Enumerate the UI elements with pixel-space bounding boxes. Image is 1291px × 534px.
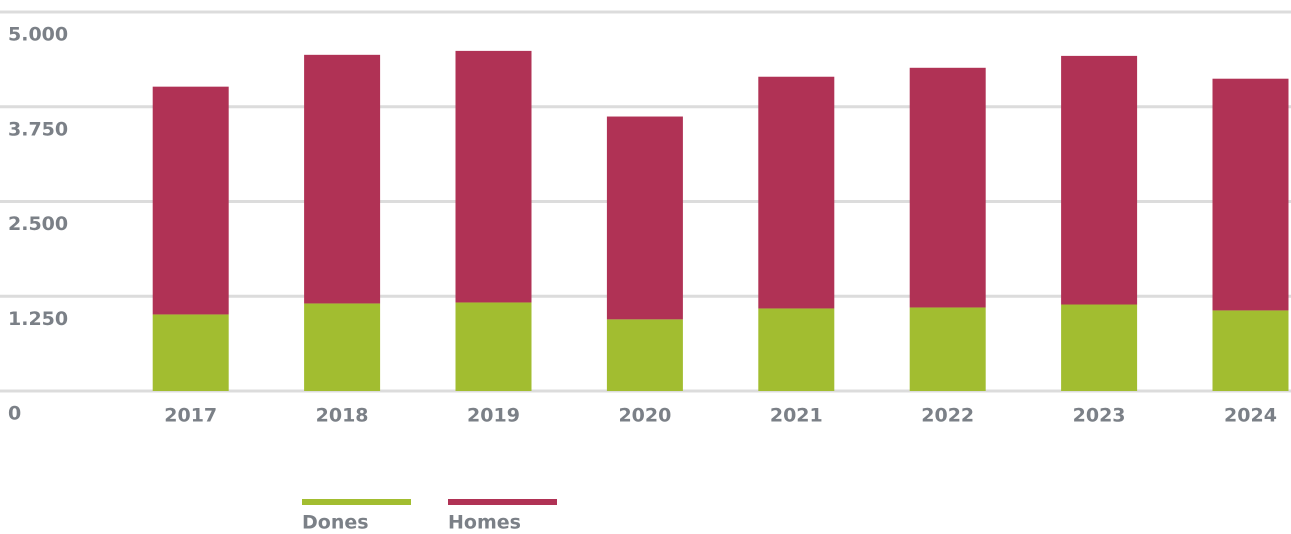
bar-segment — [909, 307, 986, 391]
x-tick-label: 2019 — [467, 405, 520, 427]
legend-swatch — [448, 499, 557, 505]
x-tick-label: 2017 — [164, 405, 217, 427]
bar-segment — [1061, 55, 1138, 305]
bar-segment — [909, 67, 986, 308]
bar-segment — [152, 86, 229, 315]
x-tick-label: 2018 — [316, 405, 369, 427]
legend-swatch — [302, 499, 411, 505]
x-tick-label: 2020 — [618, 405, 671, 427]
y-tick-label: 0 — [8, 403, 21, 425]
x-tick-label: 2021 — [770, 405, 823, 427]
y-tick-label: 2.500 — [8, 213, 68, 235]
bar-segment — [152, 314, 229, 391]
bar-segment — [606, 319, 683, 391]
bar-segment — [455, 50, 532, 303]
bar-segment — [606, 116, 683, 320]
bar-segment — [1212, 310, 1289, 391]
bar-segment — [1061, 304, 1138, 391]
y-tick-label: 3.750 — [8, 118, 68, 140]
legend-label: Homes — [448, 512, 521, 534]
x-tick-label: 2024 — [1224, 405, 1277, 427]
bar-segment — [304, 54, 381, 304]
y-tick-label: 5.000 — [8, 24, 68, 46]
bar-segment — [304, 303, 381, 391]
bar-segment — [758, 76, 835, 309]
bar-segment — [758, 308, 835, 391]
x-tick-label: 2022 — [921, 405, 974, 427]
legend-label: Dones — [302, 512, 369, 534]
y-tick-label: 1.250 — [8, 308, 68, 330]
bar-segment — [1212, 78, 1289, 311]
x-tick-label: 2023 — [1073, 405, 1126, 427]
bar-segment — [455, 302, 532, 391]
